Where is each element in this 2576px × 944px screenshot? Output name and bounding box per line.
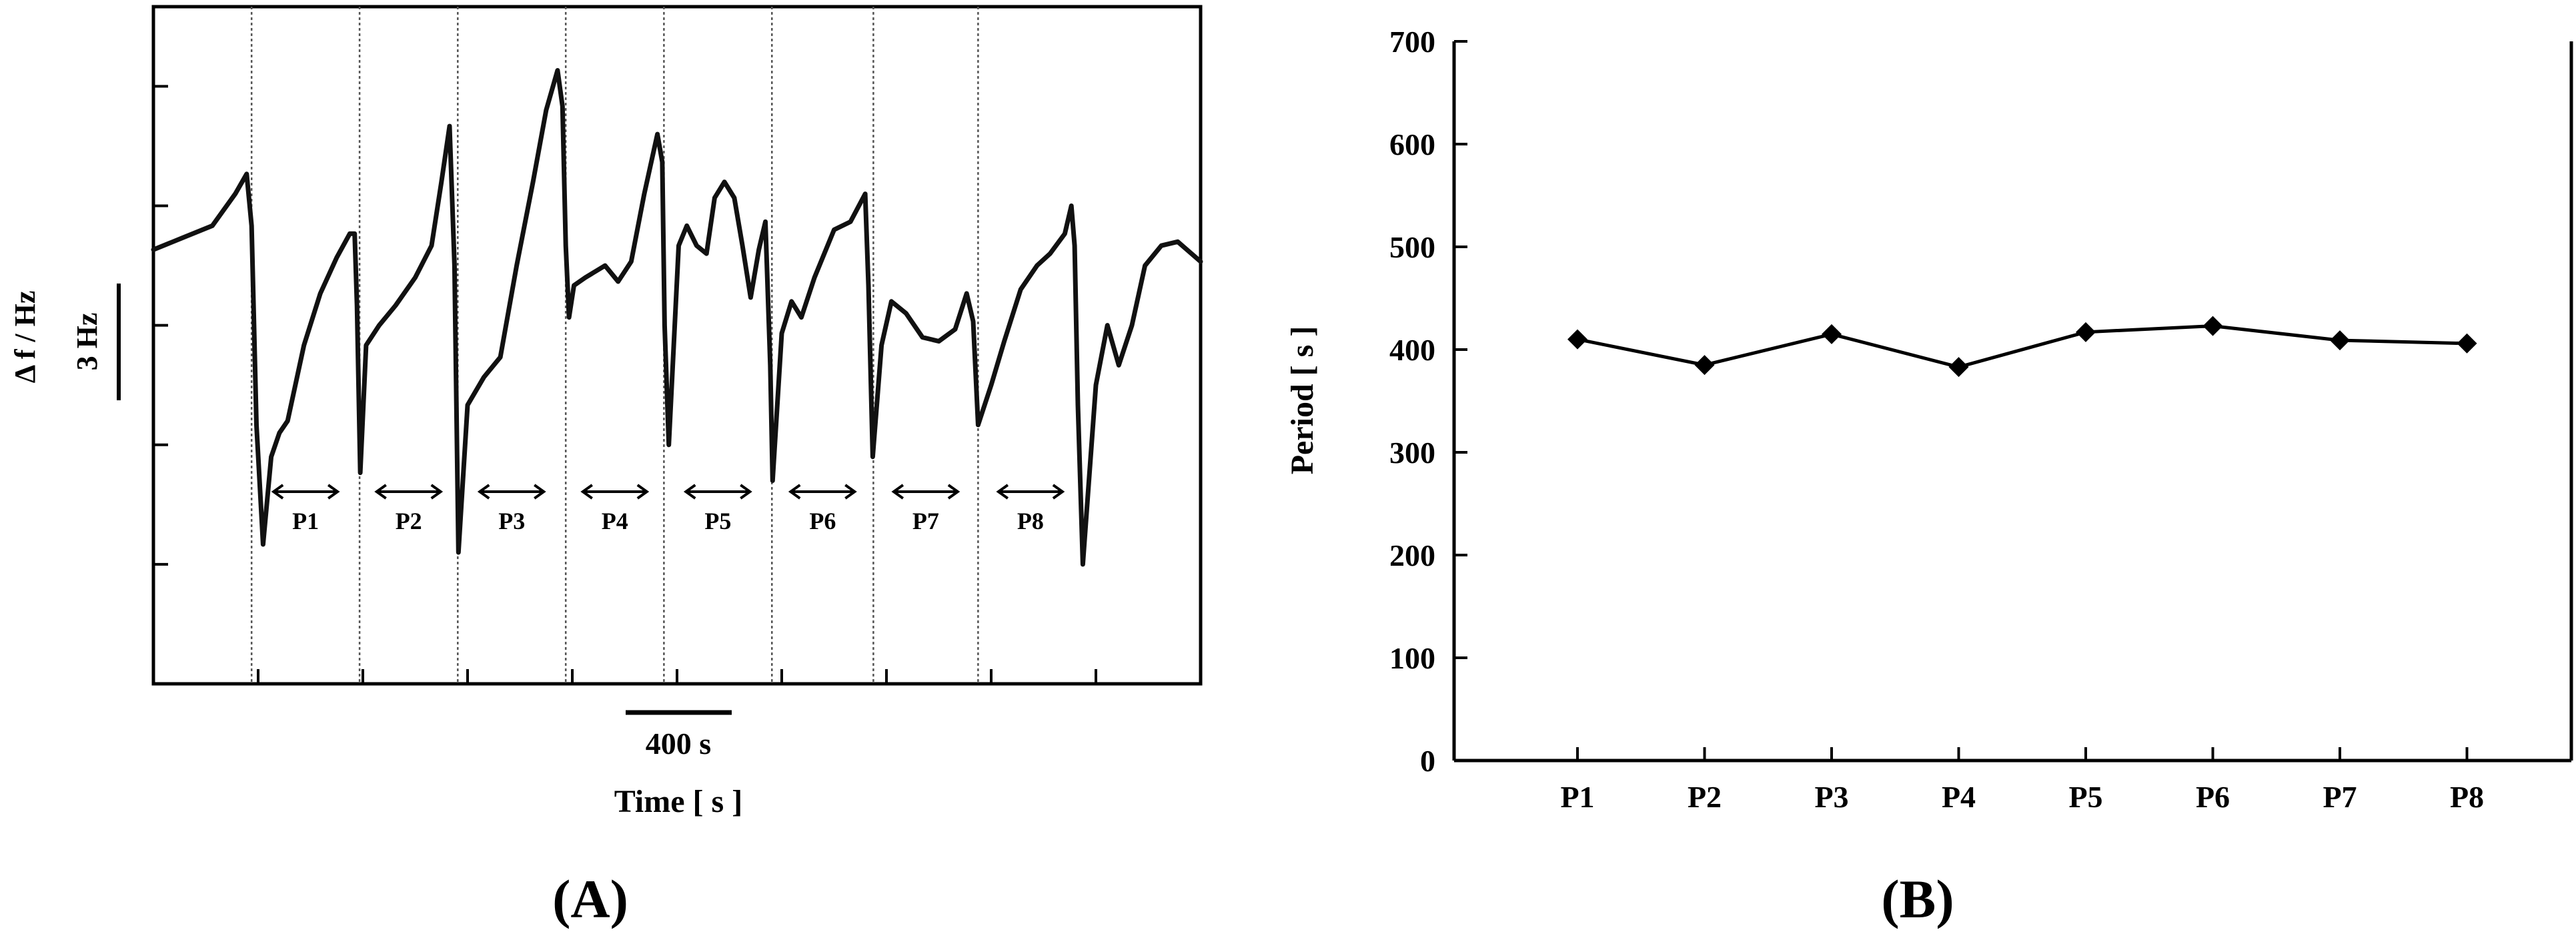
period-label: P5 [704, 508, 731, 534]
period-arrow-right-head [947, 484, 960, 500]
panel-b-x-tick-label: P6 [2196, 780, 2230, 814]
panel-b-y-tick-label: 600 [1389, 127, 1435, 161]
panel-b-markers [1567, 316, 2477, 378]
period-arrow-right-head [636, 484, 650, 500]
panel-b-y-tick-label: 0 [1420, 744, 1435, 778]
panel-b-x-tick-label: P7 [2323, 780, 2357, 814]
period-arrow-right-head [327, 484, 340, 500]
panel-a-chart: P1 P2 P3 P4 P5 P6 P7 P8 3 Hz Δ f / Hz 400 s Tim… [9, 5, 1203, 929]
period-arrow-left-head [891, 484, 904, 500]
panel-b-point-p7 [2330, 330, 2350, 351]
panel-b-x-tick-label: P4 [1942, 780, 1976, 814]
panel-a-period-dividers [250, 7, 979, 684]
period-label: P7 [912, 508, 939, 534]
period-arrow-right-head [844, 484, 857, 500]
x-scale-bar-label: 400 s [646, 727, 711, 761]
panel-a-period-marker-p5: P5 [683, 484, 752, 534]
period-label: P8 [1017, 508, 1044, 534]
panel-a-period-marker-p2: P2 [374, 484, 444, 534]
y-scale-bar-label: 3 Hz [71, 313, 103, 371]
panel-b-x-tick-label: P2 [1688, 780, 1722, 814]
panel-a-frame [151, 5, 1203, 686]
period-arrow-right-head [740, 484, 752, 500]
period-arrow-left-head [996, 484, 1009, 500]
panel-a-period-arrows: P1 P2 P3 P4 P5 P6 P7 P8 [271, 484, 1065, 534]
panel-a-period-marker-p7: P7 [891, 484, 960, 534]
period-label: P6 [809, 508, 836, 534]
panel-b-ylabel: Period [ s ] [1285, 326, 1320, 475]
panel-a-period-marker-p3: P3 [477, 484, 546, 534]
panel-b-point-p8 [2457, 333, 2477, 354]
period-arrow-left-head [683, 484, 696, 500]
panel-a-period-marker-p4: P4 [580, 484, 650, 534]
panel-b-y-ticks: 0 100 200 300 400 500 600 700 [1389, 25, 1467, 778]
panel-b-label: (B) [1881, 869, 1954, 929]
panel-b-y-tick-label: 100 [1389, 641, 1435, 675]
panel-b-y-tick-label: 700 [1389, 25, 1435, 59]
panel-a-xlabel: Time [ s ] [614, 784, 742, 819]
panel-a-x-ticks [152, 669, 1202, 684]
period-arrow-left-head [580, 484, 593, 500]
period-label: P3 [498, 508, 525, 534]
panel-b-y-tick-label: 200 [1389, 538, 1435, 572]
panel-a-ylabel: Δ f / Hz [9, 291, 41, 384]
panel-b-point-p4 [1948, 357, 1969, 378]
period-arrow-left-head [788, 484, 801, 500]
period-label: P2 [396, 508, 422, 534]
period-arrow-left-head [477, 484, 490, 500]
panel-b-x-ticks: P1 P2 P3 P4 P5 P6 P7 P8 [1560, 747, 2484, 814]
panel-b-x-tick-label: P5 [2068, 780, 2102, 814]
panel-b-point-p5 [2076, 322, 2096, 342]
panel-a-period-marker-p6: P6 [788, 484, 857, 534]
panel-b-point-p6 [2202, 316, 2223, 336]
panel-b-point-p1 [1567, 329, 1587, 350]
period-label: P4 [602, 508, 628, 534]
panel-b-y-tick-label: 300 [1389, 436, 1435, 470]
panel-a-label: (A) [552, 869, 628, 929]
period-arrow-right-head [430, 484, 444, 500]
panel-a-y-ticks [153, 85, 168, 566]
panel-a-period-marker-p8: P8 [996, 484, 1065, 534]
period-arrow-left-head [374, 484, 387, 500]
period-arrow-right-head [534, 484, 546, 500]
period-arrow-right-head [1052, 484, 1065, 500]
period-label: P1 [292, 508, 319, 534]
panel-b-series-line [1577, 324, 2467, 369]
panel-a-trace [151, 68, 1203, 567]
panel-b-y-tick-label: 500 [1389, 230, 1435, 264]
panel-b-point-p3 [1822, 324, 1842, 344]
panel-b-x-tick-label: P1 [1560, 780, 1594, 814]
panel-b-point-p2 [1694, 355, 1715, 376]
panel-a-period-marker-p1: P1 [271, 484, 340, 534]
period-arrow-left-head [271, 484, 284, 500]
panel-b-x-tick-label: P8 [2450, 780, 2484, 814]
panel-b-y-tick-label: 400 [1389, 333, 1435, 367]
panel-b-x-tick-label: P3 [1814, 780, 1848, 814]
